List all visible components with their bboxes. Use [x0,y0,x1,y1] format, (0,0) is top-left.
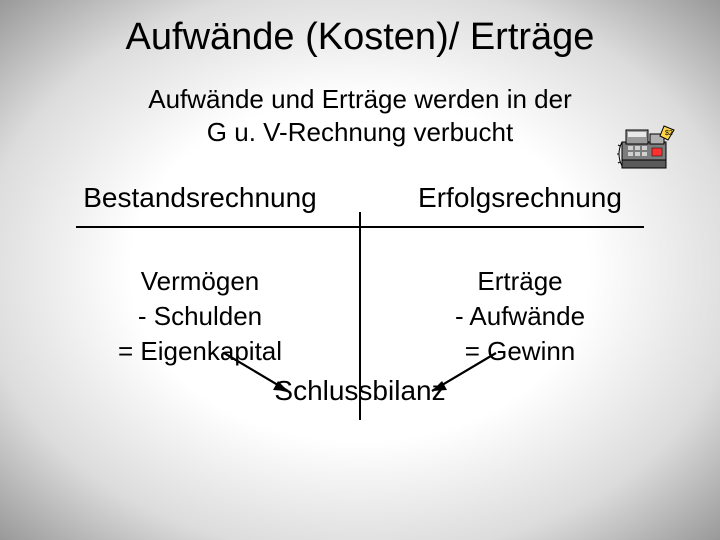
left-line-2: - Schulden [40,299,360,334]
slide-title: Aufwände (Kosten)/ Erträge [40,16,680,59]
slide-subtitle: Aufwände und Erträge werden in der G u. … [80,83,640,148]
right-line-3: = Gewinn [360,334,680,369]
subtitle-line-2: G u. V-Rechnung verbucht [80,116,640,149]
bottom-label: Schlussbilanz [274,375,445,407]
subtitle-line-1: Aufwände und Erträge werden in der [80,83,640,116]
left-line-1: Vermögen [40,264,360,299]
arrow-left-icon [218,349,298,399]
column-right: Erfolgsrechnung Erträge - Aufwände = Gew… [360,182,680,369]
bottom-row: Schlussbilanz [40,375,680,407]
right-line-2: - Aufwände [360,299,680,334]
column-left-heading: Bestandsrechnung [40,182,360,214]
divider-right [354,226,644,228]
column-left: Bestandsrechnung Vermögen - Schulden = E… [40,182,360,369]
two-column-layout: Bestandsrechnung Vermögen - Schulden = E… [40,182,680,369]
column-right-heading: Erfolgsrechnung [360,182,680,214]
column-left-body: Vermögen - Schulden = Eigenkapital [40,264,360,369]
slide: Aufwände (Kosten)/ Erträge Aufwände und … [0,0,720,540]
right-line-1: Erträge [360,264,680,299]
svg-text:$2: $2 [665,130,673,137]
divider-left [76,226,366,228]
column-right-body: Erträge - Aufwände = Gewinn [360,264,680,369]
cash-register-icon: $2 [616,120,676,172]
arrow-right-icon [422,349,502,399]
left-line-3: = Eigenkapital [40,334,360,369]
